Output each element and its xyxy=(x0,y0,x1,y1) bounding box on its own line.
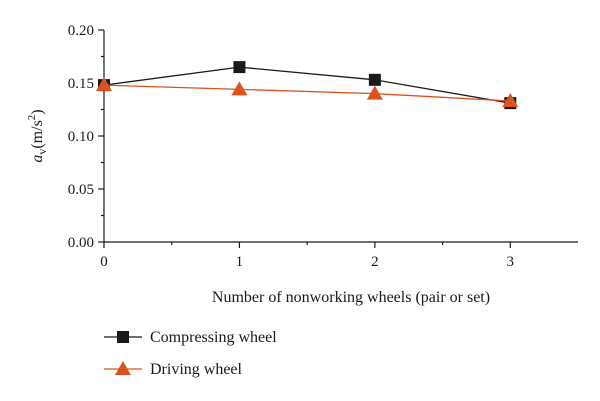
y-axis-unit-open: (m/s xyxy=(29,120,46,148)
data-point-square xyxy=(368,73,381,86)
axes xyxy=(103,30,578,243)
legend-marker-square xyxy=(117,331,129,343)
y-axis-symbol: a xyxy=(29,155,46,163)
y-ticks: 0.00 0.05 0.10 0.15 0.20 xyxy=(68,23,104,251)
x-tick-label: 0 xyxy=(100,254,108,270)
y-tick-label: 0.10 xyxy=(68,129,94,145)
x-tick-label: 1 xyxy=(236,254,244,270)
series-line xyxy=(103,84,511,102)
data-point-triangle xyxy=(231,81,248,96)
y-tick-label: 0.15 xyxy=(68,76,94,92)
x-ticks: 0 1 2 3 xyxy=(100,242,514,270)
data-point-triangle xyxy=(366,85,383,100)
legend-label: Compressing wheel xyxy=(150,329,277,346)
y-axis-subscript: v xyxy=(35,149,49,155)
legend-item: Compressing wheel xyxy=(104,329,277,346)
x-tick-label: 3 xyxy=(507,254,515,270)
x-tick-label: 2 xyxy=(371,254,379,270)
legend-item: Driving wheel xyxy=(104,361,243,378)
legend-marker-triangle xyxy=(115,361,131,375)
legend: Compressing wheel Driving wheel xyxy=(104,329,277,378)
series-layer xyxy=(96,61,519,110)
y-tick-label: 0.20 xyxy=(68,23,94,39)
series-triangle xyxy=(96,77,519,108)
y-tick-label: 0.00 xyxy=(68,235,94,251)
data-point-triangle xyxy=(96,77,112,92)
y-axis-unit-power: 2 xyxy=(26,115,38,121)
series-line xyxy=(103,66,511,104)
y-axis-title: av(m/s2) xyxy=(26,109,49,162)
y-axis-unit-close: ) xyxy=(29,109,46,114)
x-axis-title: Number of nonworking wheels (pair or set… xyxy=(212,289,490,306)
series-square xyxy=(98,61,517,110)
data-point-square xyxy=(233,61,246,74)
legend-label: Driving wheel xyxy=(150,361,243,378)
data-point-triangle xyxy=(502,93,519,108)
y-tick-label: 0.05 xyxy=(68,182,94,198)
